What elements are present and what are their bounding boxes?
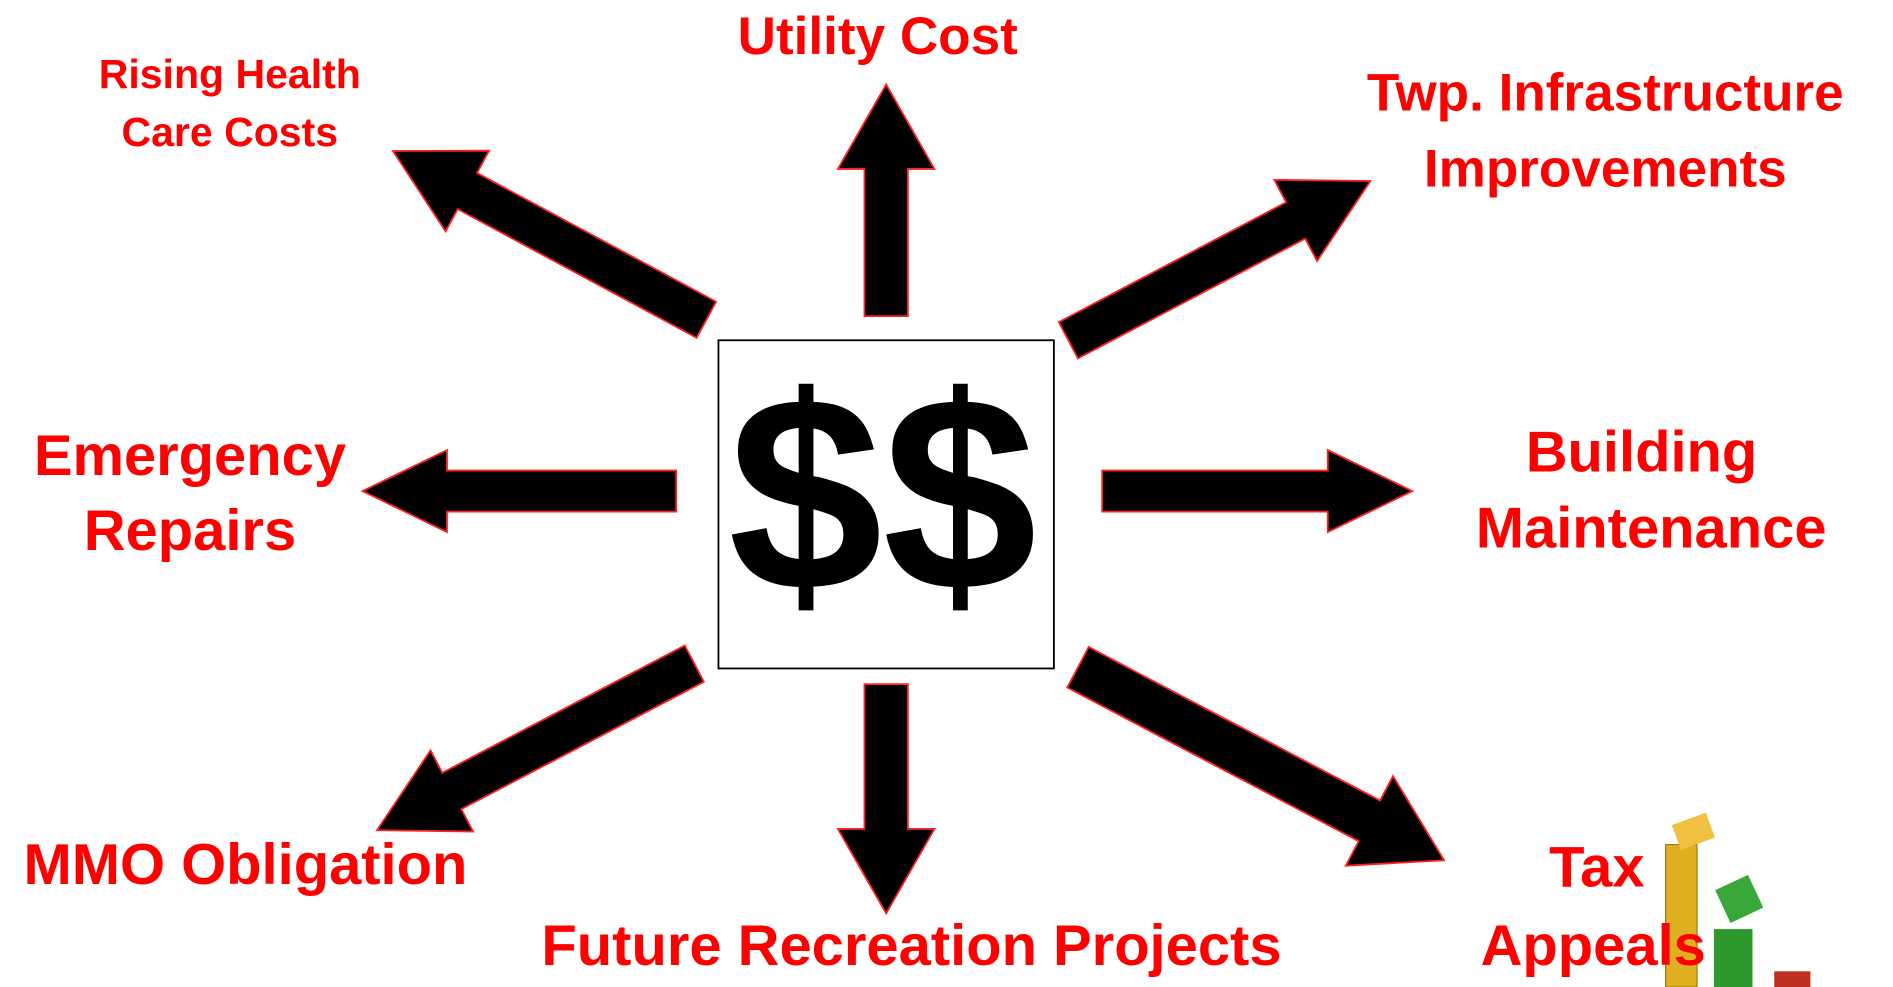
arrow-upper-left <box>371 111 728 360</box>
arrow-down <box>838 684 935 913</box>
node-label: Twp. Infrastructure <box>1367 64 1844 123</box>
node-label: Future Recreation Projects <box>541 914 1281 978</box>
node-label: Emergency <box>34 424 346 488</box>
arrow-left <box>363 450 677 532</box>
node-label: Improvements <box>1424 140 1787 199</box>
node-label: Repairs <box>84 499 296 563</box>
node-label: Rising Health <box>99 51 361 97</box>
arrow-lower-right <box>1054 622 1467 905</box>
diagram: $$ Utility Cost Rising Health Care Costs… <box>0 0 1893 987</box>
node-label: Maintenance <box>1476 496 1827 560</box>
node-label: MMO Obligation <box>24 833 468 897</box>
node-label: Building <box>1526 420 1758 484</box>
page: {"center": {"label": "$$"}, "nodes": [ {… <box>0 0 1893 987</box>
arrow-up <box>838 84 935 316</box>
node-label: Utility Cost <box>738 7 1018 66</box>
arrow-right <box>1102 450 1412 532</box>
node-label: Appeals <box>1481 914 1706 978</box>
node-label: Tax <box>1549 835 1644 899</box>
center-label: $$ <box>728 339 1037 649</box>
arrow-upper-right <box>1047 140 1392 380</box>
node-label: Care Costs <box>121 109 338 155</box>
